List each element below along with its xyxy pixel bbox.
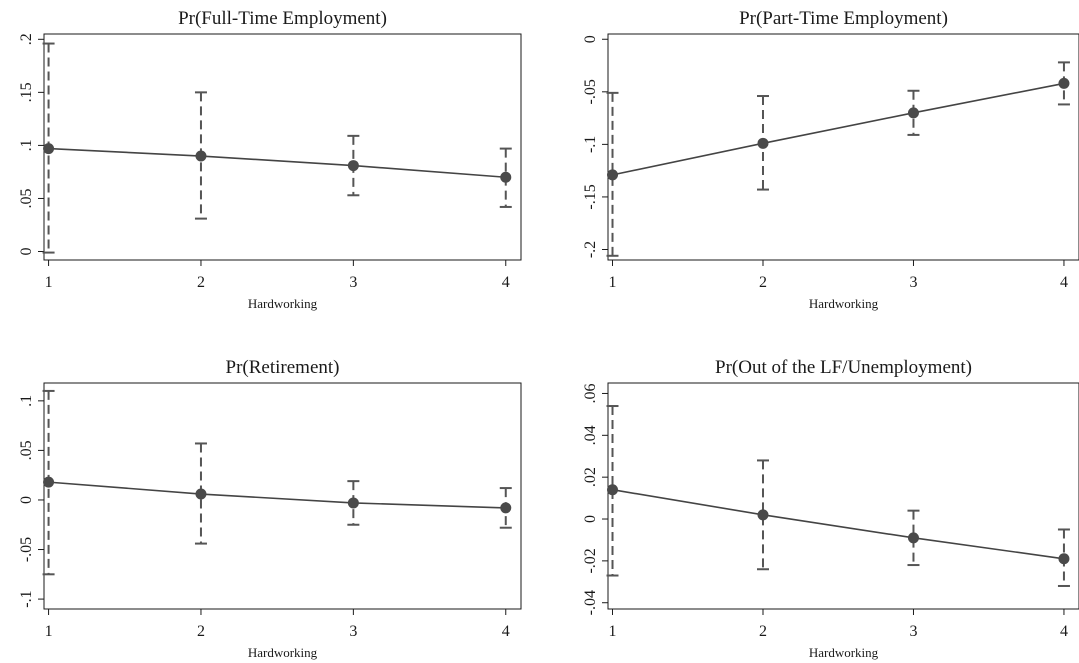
- data-point: [757, 509, 769, 521]
- x-tick-label: 3: [349, 623, 357, 640]
- x-tick-label: 3: [909, 274, 917, 291]
- y-tick-label: .1: [18, 139, 35, 151]
- x-axis-label: Hardworking: [248, 296, 318, 311]
- y-tick-label: -.05: [582, 79, 599, 104]
- x-tick-label: 1: [45, 274, 53, 291]
- data-point: [500, 171, 512, 183]
- x-tick-label: 1: [609, 623, 617, 640]
- panel-full-time: Pr(Full-Time Employment) Hardworking 0 .0…: [18, 8, 522, 311]
- x-tick-label: 4: [1060, 274, 1068, 291]
- x-tick-label: 1: [45, 623, 53, 640]
- data-point: [757, 137, 769, 149]
- data-point: [500, 502, 512, 514]
- x-axis-label: Hardworking: [809, 645, 879, 660]
- x-tick-label: 4: [1060, 623, 1068, 640]
- y-tick-label: -.05: [18, 537, 35, 562]
- y-tick-label: 0: [18, 248, 35, 256]
- y-tick-label: .04: [582, 425, 599, 445]
- y-tick-label: .05: [18, 188, 35, 208]
- panel-retirement: Pr(Retirement) Hardworking -.1 -.05 0 .05 .1…: [18, 357, 522, 660]
- x-tick-label: 2: [197, 623, 205, 640]
- x-tick-label: 2: [759, 274, 767, 291]
- panel-title: Pr(Full-Time Employment): [178, 8, 387, 29]
- y-tick-label: -.2: [582, 241, 599, 258]
- plot-frame: [607, 382, 1079, 610]
- x-tick-label: 2: [759, 623, 767, 640]
- data-point: [43, 143, 55, 155]
- y-tick-label: .2: [18, 33, 35, 45]
- series-line: [612, 488, 1065, 560]
- data-point: [347, 160, 359, 172]
- y-tick-label: .02: [582, 467, 599, 487]
- x-tick-label: 4: [502, 623, 510, 640]
- panel-part-time: Pr(Part-Time Employment) Hardworking -.2…: [582, 8, 1079, 311]
- data-point: [907, 107, 919, 119]
- data-point: [1058, 77, 1070, 89]
- y-tick-label: 0: [582, 515, 599, 523]
- x-tick-label: 2: [197, 274, 205, 291]
- plot-frame: [607, 33, 1079, 261]
- y-tick-label: .15: [18, 82, 35, 102]
- y-tick-label: .06: [582, 383, 599, 403]
- panel-title: Pr(Part-Time Employment): [739, 8, 948, 29]
- x-tick-label: 4: [502, 274, 510, 291]
- data-point: [907, 532, 919, 544]
- data-point: [347, 497, 359, 509]
- y-tick-label: -.15: [582, 184, 599, 209]
- data-point: [43, 476, 55, 488]
- series-line: [48, 481, 506, 509]
- panel-title: Pr(Out of the LF/Unemployment): [715, 357, 972, 378]
- data-point: [607, 484, 619, 496]
- y-tick-label: -.1: [18, 590, 35, 607]
- x-axis-label: Hardworking: [809, 296, 879, 311]
- x-tick-label: 3: [349, 274, 357, 291]
- panel-out-of-lf: Pr(Out of the LF/Unemployment) Hardworki…: [582, 357, 1079, 660]
- y-tick-label: -.1: [582, 136, 599, 153]
- data-point: [195, 488, 207, 500]
- x-tick-label: 1: [609, 274, 617, 291]
- series-line: [48, 147, 506, 179]
- y-tick-label: .05: [18, 440, 35, 460]
- y-tick-label: 0: [582, 35, 599, 43]
- x-axis-label: Hardworking: [248, 645, 318, 660]
- y-tick-label: .1: [18, 395, 35, 407]
- data-point: [195, 150, 207, 162]
- x-tick-label: 3: [909, 623, 917, 640]
- y-tick-label: -.02: [582, 548, 599, 573]
- data-point: [607, 169, 619, 181]
- plot-frame: [43, 33, 522, 261]
- y-tick-label: -.04: [582, 590, 599, 615]
- plot-frame: [43, 382, 522, 610]
- y-tick-label: 0: [18, 496, 35, 504]
- panel-title: Pr(Retirement): [226, 357, 340, 378]
- series-line: [612, 82, 1065, 176]
- data-point: [1058, 553, 1070, 565]
